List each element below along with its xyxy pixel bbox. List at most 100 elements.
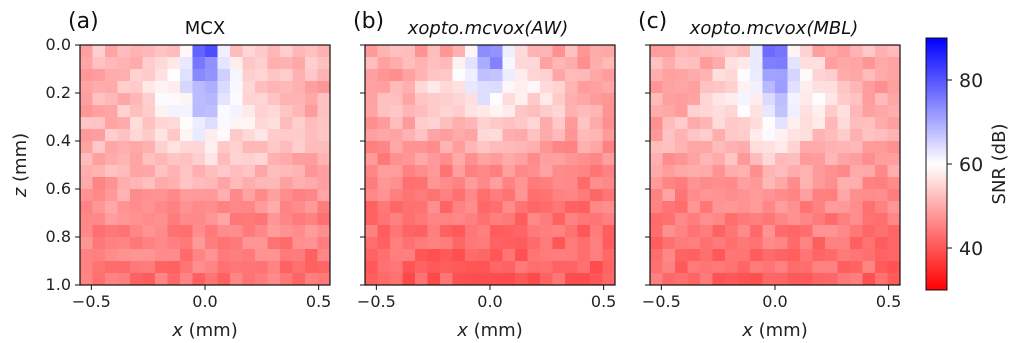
heatmap-cell (105, 249, 118, 262)
heatmap-cell (812, 249, 826, 262)
heatmap-cell (502, 153, 516, 166)
heatmap-cell (725, 141, 738, 154)
heatmap-cell (590, 117, 603, 130)
heatmap-cell (390, 261, 403, 274)
panel-mcx: (a) MCX −0.5 0.0 0.5 0.0 0.2 0.4 0.6 0.8 1.0 x … (10, 9, 331, 341)
heatmap-cell (230, 225, 243, 238)
heatmap-cell (292, 177, 306, 190)
heatmap-cell (775, 201, 788, 214)
heatmap-cell (737, 249, 751, 262)
heatmap-cell (527, 261, 541, 274)
heatmap-cell (390, 129, 403, 142)
heatmap-cell (267, 81, 281, 94)
heatmap-cell (552, 45, 566, 58)
heatmap-cell (687, 165, 701, 178)
heatmap-cell (577, 273, 591, 286)
y-tick-label: 0.0 (46, 35, 71, 54)
heatmap-cell (155, 213, 168, 226)
heatmap-cell (427, 129, 441, 142)
heatmap-cell (415, 141, 428, 154)
heatmap-cell (687, 213, 701, 226)
colorbar: 40 60 80 SNR (dB) (925, 37, 1010, 291)
heatmap-cell (130, 189, 143, 202)
heatmap-cell (602, 45, 616, 58)
heatmap-cell (217, 213, 231, 226)
panel-label: (b) (353, 9, 384, 34)
heatmap-cell (737, 81, 751, 94)
heatmap-cell (700, 261, 713, 274)
heatmap-cell (255, 249, 268, 262)
colorbar-tick-label: 80 (959, 70, 983, 92)
heatmap-cell (155, 177, 168, 190)
heatmap-cell (712, 177, 726, 190)
heatmap-cell (167, 105, 181, 118)
heatmap-cell (862, 45, 876, 58)
heatmap-cell (230, 105, 243, 118)
heatmap-cell (415, 225, 428, 238)
heatmap-cell (242, 237, 256, 250)
heatmap-cell (675, 45, 688, 58)
heatmap-cell (402, 69, 416, 82)
heatmap-cell (712, 57, 726, 70)
heatmap-cell (180, 105, 193, 118)
heatmap-cell (750, 153, 763, 166)
heatmap-cell (155, 261, 168, 274)
heatmap-cell (565, 225, 578, 238)
heatmap-cell (787, 117, 801, 130)
heatmap-cell (800, 261, 813, 274)
heatmap-cell (825, 213, 838, 226)
heatmap-cell (787, 105, 801, 118)
heatmap-cell (662, 213, 676, 226)
heatmap-cell (775, 225, 788, 238)
heatmap-cell (737, 201, 751, 214)
heatmap-cell (142, 93, 156, 106)
heatmap-cell (255, 225, 268, 238)
heatmap-cell (305, 93, 318, 106)
heatmap-cell (180, 69, 193, 82)
heatmap-cell (725, 69, 738, 82)
heatmap-cell (230, 81, 243, 94)
heatmap-cell (117, 129, 131, 142)
heatmap-cell (577, 213, 591, 226)
heatmap-cell (415, 69, 428, 82)
heatmap-cell (850, 117, 863, 130)
heatmap-cell (205, 81, 218, 94)
heatmap-cell (427, 105, 441, 118)
heatmap-cell (377, 213, 391, 226)
heatmap-cell (725, 165, 738, 178)
heatmap-cell (117, 261, 131, 274)
heatmap-cell (850, 189, 863, 202)
heatmap-cell (490, 213, 503, 226)
heatmap-cell (687, 237, 701, 250)
heatmap-cell (540, 153, 553, 166)
heatmap-cell (155, 141, 168, 154)
heatmap-cell (105, 189, 118, 202)
heatmap-cell (887, 69, 901, 82)
heatmap-cell (230, 177, 243, 190)
heatmap-cell (825, 273, 838, 286)
heatmap-cell (825, 237, 838, 250)
heatmap-cell (675, 201, 688, 214)
heatmap-cell (650, 225, 663, 238)
heatmap-cell (267, 141, 281, 154)
heatmap-cell (527, 69, 541, 82)
heatmap-cell (180, 141, 193, 154)
heatmap-cell (452, 141, 466, 154)
heatmap-cell (515, 45, 528, 58)
heatmap-cell (812, 177, 826, 190)
heatmap-cell (800, 57, 813, 70)
heatmap-cell (875, 177, 888, 190)
heatmap-cell (812, 261, 826, 274)
heatmap-cell (465, 189, 478, 202)
heatmap-cell (180, 201, 193, 214)
heatmap-cell (675, 153, 688, 166)
heatmap-cell (192, 225, 206, 238)
heatmap-cell (762, 45, 776, 58)
y-tick-label: 0.8 (46, 227, 71, 246)
heatmap-cell (825, 81, 838, 94)
heatmap-cell (662, 273, 676, 286)
heatmap-cell (700, 249, 713, 262)
heatmap-cell (837, 177, 851, 190)
heatmap-cell (390, 249, 403, 262)
heatmap-cell (750, 261, 763, 274)
